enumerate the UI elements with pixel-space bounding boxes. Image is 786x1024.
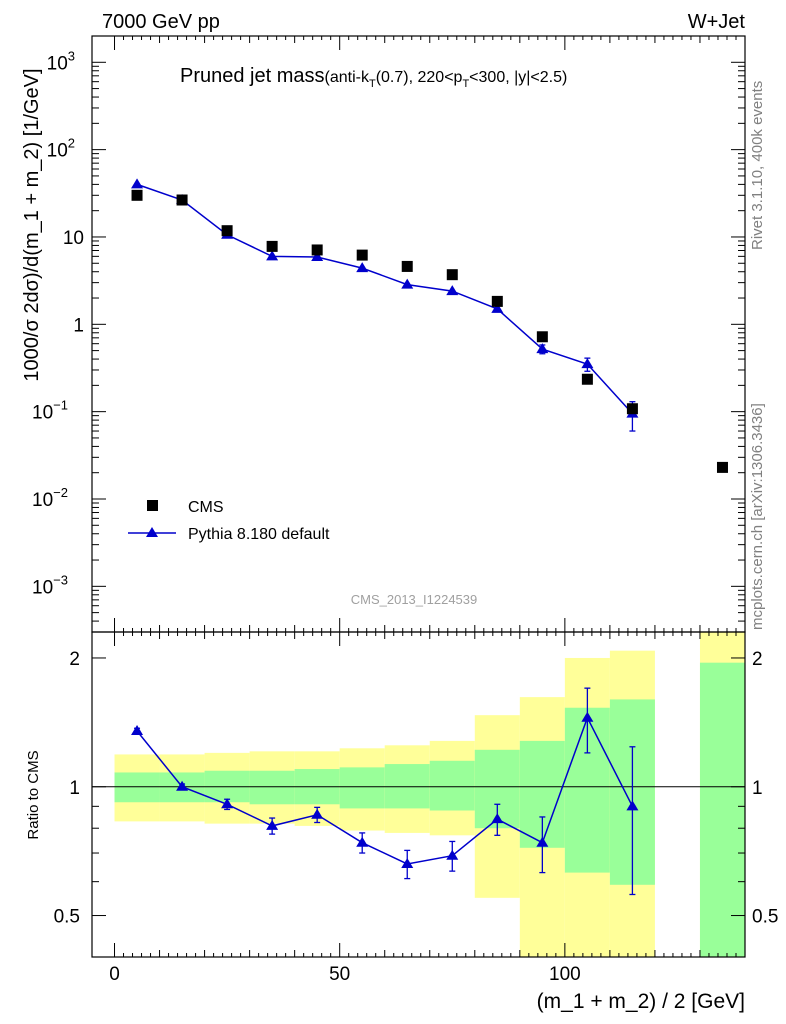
title-sub-mid: (0.7), 220<p bbox=[376, 69, 463, 86]
ratio-y-tick-label: 0.5 bbox=[54, 907, 80, 928]
x-tick-label: 100 bbox=[549, 964, 581, 985]
mc-point bbox=[311, 250, 324, 261]
ratio-point bbox=[446, 849, 459, 860]
mc-point bbox=[491, 302, 504, 313]
ratio-point bbox=[221, 798, 234, 809]
mc-point bbox=[131, 178, 144, 189]
ratio-frame-border bbox=[91, 631, 746, 958]
mcplots-label: mcplots.cern.ch [arXiv:1306.3436] bbox=[749, 403, 766, 630]
y-tick-label: 10 bbox=[63, 228, 84, 249]
cms-point bbox=[491, 295, 503, 307]
band-inner bbox=[384, 764, 430, 809]
legend-cms-marker bbox=[147, 500, 158, 511]
y-tick-label: 10−1 bbox=[32, 398, 68, 424]
ratio-line bbox=[136, 715, 634, 865]
ratio-plot-frame: 0 50 100 2 2 1 1 0.5 0.5 bbox=[54, 631, 778, 985]
ratio-y-tick-label-right: 0.5 bbox=[752, 907, 778, 928]
ratio-point bbox=[176, 780, 189, 791]
band-inner bbox=[429, 760, 475, 811]
mc-point bbox=[581, 358, 594, 369]
chart-title: Pruned jet mass(anti-kT(0.7), 220<pT<300… bbox=[180, 65, 567, 90]
ratio-point bbox=[626, 800, 639, 811]
cms-point bbox=[401, 260, 413, 272]
x-tick-label: 0 bbox=[109, 964, 120, 985]
cms-point bbox=[716, 461, 728, 473]
legend-mc-marker bbox=[146, 527, 158, 537]
ratio-point bbox=[311, 808, 324, 819]
cms-point bbox=[626, 403, 638, 415]
cms-point bbox=[536, 331, 548, 343]
title-sub-prefix: (anti-k bbox=[325, 69, 370, 86]
ratio-point bbox=[581, 711, 594, 722]
y-tick-label: 103 bbox=[47, 48, 75, 74]
data-series bbox=[131, 189, 728, 473]
ratio-y-tick-label-right: 2 bbox=[752, 649, 763, 670]
title-sub-suffix: <300, |y|<2.5) bbox=[469, 69, 567, 86]
cms-point bbox=[266, 240, 278, 252]
cms-point bbox=[176, 194, 188, 206]
x-axis-label: (m_1 + m_2) / 2 [GeV] bbox=[537, 990, 745, 1013]
mc-point bbox=[266, 250, 279, 261]
analysis-id-label: CMS_2013_I1224539 bbox=[351, 592, 478, 607]
mc-point bbox=[356, 262, 369, 273]
y-axis-label-main: 1000/σ 2dσ)/d(m_1 + m_2) [1/GeV] bbox=[21, 68, 43, 381]
ratio-y-tick-label: 1 bbox=[69, 778, 80, 799]
mc-line bbox=[136, 183, 633, 415]
ratio-point bbox=[491, 813, 504, 824]
y-axis-label-ratio: Ratio to CMS bbox=[25, 750, 42, 839]
energy-label: 7000 GeV pp bbox=[102, 11, 220, 33]
process-label: W+Jet bbox=[688, 11, 746, 33]
y-tick-label: 10−2 bbox=[32, 485, 68, 511]
legend: CMS Pythia 8.180 default bbox=[128, 499, 330, 543]
ratio-y-tick-label-right: 1 bbox=[752, 778, 763, 799]
y-tick-label: 10−3 bbox=[32, 572, 68, 598]
mc-point bbox=[446, 285, 459, 296]
band-inner bbox=[114, 772, 160, 803]
ratio-point bbox=[266, 819, 279, 830]
mc-point bbox=[536, 343, 549, 354]
title-kt-subscript: T bbox=[369, 78, 376, 90]
band-inner bbox=[339, 767, 385, 809]
cms-point bbox=[221, 225, 233, 237]
cms-point bbox=[581, 373, 593, 385]
cms-point bbox=[356, 249, 368, 261]
legend-cms-label: CMS bbox=[188, 499, 224, 516]
title-pt-subscript: T bbox=[462, 78, 469, 90]
mc-point bbox=[401, 278, 414, 289]
ratio-y-tick-label: 2 bbox=[69, 649, 80, 670]
cms-point bbox=[446, 269, 458, 281]
band-inner bbox=[249, 770, 295, 805]
cms-point bbox=[131, 189, 143, 201]
legend-mc-label: Pythia 8.180 default bbox=[188, 526, 330, 543]
ratio-point bbox=[356, 836, 369, 847]
rivet-label: Rivet 3.1.10, 400k events bbox=[749, 81, 766, 250]
ratio-series bbox=[131, 687, 639, 896]
cms-point bbox=[311, 244, 323, 256]
ratio-point bbox=[131, 724, 144, 735]
x-tick-label: 50 bbox=[329, 964, 350, 985]
ratio-point bbox=[536, 836, 549, 847]
y-tick-label: 1 bbox=[73, 315, 84, 336]
band-inner bbox=[699, 662, 745, 957]
title-main: Pruned jet mass bbox=[180, 65, 325, 87]
ratio-point bbox=[401, 857, 414, 868]
y-tick-label: 102 bbox=[47, 136, 75, 162]
